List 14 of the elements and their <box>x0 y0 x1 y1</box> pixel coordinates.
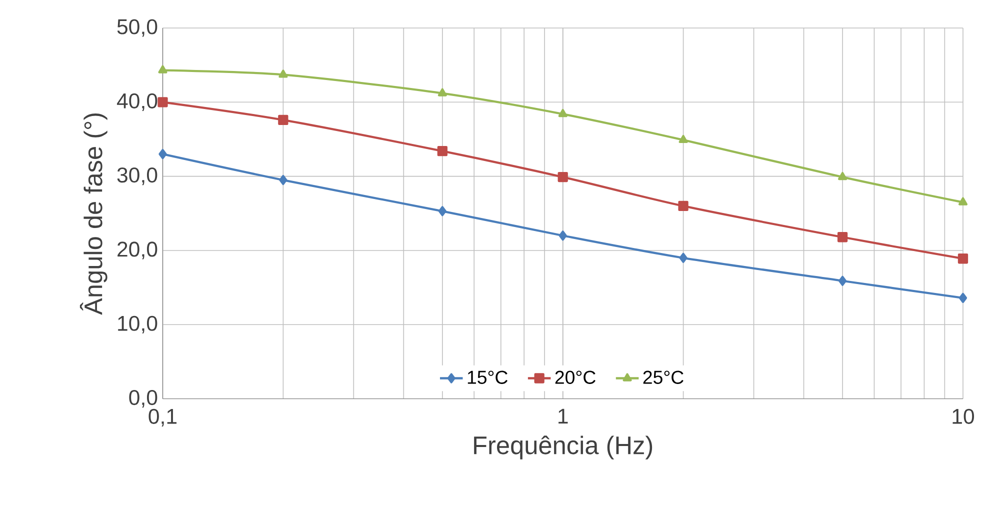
x-tick-label: 1 <box>558 408 568 424</box>
x-tick-label: 0,1 <box>148 408 177 426</box>
y-tick-label: 50,0 <box>117 18 158 37</box>
y-tick-label: 0,0 <box>129 390 158 408</box>
legend-label: 20°C <box>555 370 596 384</box>
y-tick-label: 30,0 <box>117 167 158 185</box>
x-tick-label: 10 <box>952 408 974 424</box>
x-axis-title: Frequência (Hz) <box>474 435 652 460</box>
y-tick-label: 40,0 <box>116 93 158 111</box>
y-axis-title: Ângulo de fase (°) <box>80 113 108 315</box>
y-tick-label: 10,0 <box>118 316 158 334</box>
y-tick-label: 20,0 <box>118 241 158 260</box>
legend-label: 15°C <box>468 370 508 384</box>
legend-label: 25°C <box>643 370 684 384</box>
